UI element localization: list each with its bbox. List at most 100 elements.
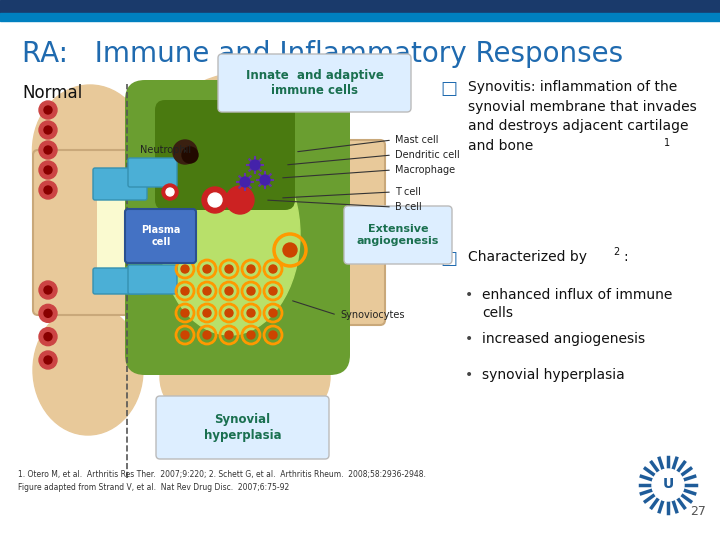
Text: Neutrophil: Neutrophil xyxy=(140,145,191,155)
Circle shape xyxy=(181,265,189,273)
Circle shape xyxy=(44,106,52,114)
Circle shape xyxy=(44,286,52,294)
Circle shape xyxy=(269,331,277,339)
Text: Innate  and adaptive
immune cells: Innate and adaptive immune cells xyxy=(246,69,384,97)
Circle shape xyxy=(39,141,57,159)
Circle shape xyxy=(39,328,57,346)
Circle shape xyxy=(247,265,255,273)
Text: 27: 27 xyxy=(690,505,706,518)
Circle shape xyxy=(247,331,255,339)
Text: Extensive
angiogenesis: Extensive angiogenesis xyxy=(357,224,439,246)
Circle shape xyxy=(39,305,57,322)
FancyBboxPatch shape xyxy=(93,268,147,294)
Text: •: • xyxy=(465,288,473,302)
Circle shape xyxy=(225,309,233,317)
FancyBboxPatch shape xyxy=(156,396,329,459)
FancyBboxPatch shape xyxy=(97,179,138,290)
Text: T cell: T cell xyxy=(395,187,421,197)
Text: Mast cell: Mast cell xyxy=(395,135,438,145)
FancyBboxPatch shape xyxy=(93,168,147,200)
Text: □: □ xyxy=(440,80,457,98)
Ellipse shape xyxy=(32,85,148,215)
Text: RA:   Immune and Inflammatory Responses: RA: Immune and Inflammatory Responses xyxy=(22,40,623,68)
Circle shape xyxy=(39,181,57,199)
Ellipse shape xyxy=(160,135,300,335)
Circle shape xyxy=(247,309,255,317)
FancyBboxPatch shape xyxy=(344,206,452,264)
Text: enhanced influx of immune
cells: enhanced influx of immune cells xyxy=(482,288,672,320)
Circle shape xyxy=(283,243,297,257)
Bar xyxy=(0,13,720,21)
Text: •: • xyxy=(465,368,473,382)
Circle shape xyxy=(225,287,233,295)
Circle shape xyxy=(39,121,57,139)
FancyBboxPatch shape xyxy=(218,54,411,112)
Text: Plasma
cell: Plasma cell xyxy=(141,225,181,247)
Circle shape xyxy=(173,140,197,164)
Circle shape xyxy=(181,309,189,317)
FancyBboxPatch shape xyxy=(128,265,177,294)
Circle shape xyxy=(182,147,198,163)
Circle shape xyxy=(269,309,277,317)
Text: increased angiogenesis: increased angiogenesis xyxy=(482,332,645,346)
Text: •: • xyxy=(465,332,473,346)
Circle shape xyxy=(44,166,52,174)
Text: synovial hyperplasia: synovial hyperplasia xyxy=(482,368,625,382)
FancyBboxPatch shape xyxy=(125,80,350,375)
Text: 2: 2 xyxy=(613,247,619,257)
Circle shape xyxy=(181,287,189,295)
Circle shape xyxy=(652,469,684,501)
Circle shape xyxy=(240,177,250,187)
Circle shape xyxy=(39,161,57,179)
Circle shape xyxy=(162,184,178,200)
Text: Dendritic cell: Dendritic cell xyxy=(395,150,460,160)
Circle shape xyxy=(39,101,57,119)
Text: B cell: B cell xyxy=(395,202,422,212)
Circle shape xyxy=(44,126,52,134)
Ellipse shape xyxy=(160,317,330,437)
Text: Synovitis: inflammation of the
synovial membrane that invades
and destroys adjac: Synovitis: inflammation of the synovial … xyxy=(468,80,697,152)
Ellipse shape xyxy=(33,305,143,435)
Circle shape xyxy=(225,265,233,273)
Text: Normal: Normal xyxy=(22,84,82,102)
Circle shape xyxy=(250,160,260,170)
Text: Characterized by: Characterized by xyxy=(468,250,587,264)
Circle shape xyxy=(202,187,228,213)
Circle shape xyxy=(39,351,57,369)
Circle shape xyxy=(225,331,233,339)
Text: Macrophage: Macrophage xyxy=(395,165,455,175)
Text: U: U xyxy=(662,477,674,491)
FancyBboxPatch shape xyxy=(310,140,385,325)
Circle shape xyxy=(203,265,211,273)
Circle shape xyxy=(181,331,189,339)
Text: RA: RA xyxy=(148,84,171,102)
Circle shape xyxy=(44,146,52,154)
Circle shape xyxy=(260,175,270,185)
Ellipse shape xyxy=(158,72,333,218)
Circle shape xyxy=(44,333,52,341)
Circle shape xyxy=(247,287,255,295)
Circle shape xyxy=(203,309,211,317)
Circle shape xyxy=(269,265,277,273)
Circle shape xyxy=(166,188,174,196)
Text: 1: 1 xyxy=(664,138,670,148)
Text: :: : xyxy=(623,250,628,264)
Circle shape xyxy=(203,331,211,339)
Text: Figure adapted from Strand V, et al.  Nat Rev Drug Disc.  2007;6:75-92: Figure adapted from Strand V, et al. Nat… xyxy=(18,483,289,492)
Text: Synovial
hyperplasia: Synovial hyperplasia xyxy=(204,414,282,442)
Text: □: □ xyxy=(440,250,457,268)
FancyBboxPatch shape xyxy=(128,158,177,187)
Circle shape xyxy=(44,186,52,194)
Circle shape xyxy=(203,287,211,295)
FancyBboxPatch shape xyxy=(33,150,143,315)
Circle shape xyxy=(269,287,277,295)
Circle shape xyxy=(44,356,52,364)
FancyBboxPatch shape xyxy=(155,100,295,210)
Text: 1. Otero M, et al.  Arthritis Res Ther.  2007;9:220; 2. Schett G, et al.  Arthri: 1. Otero M, et al. Arthritis Res Ther. 2… xyxy=(18,470,426,479)
Text: Synoviocytes: Synoviocytes xyxy=(340,310,405,320)
Circle shape xyxy=(208,193,222,207)
Circle shape xyxy=(226,186,254,214)
Circle shape xyxy=(44,309,52,318)
Ellipse shape xyxy=(140,115,300,355)
Bar xyxy=(0,0,720,13)
